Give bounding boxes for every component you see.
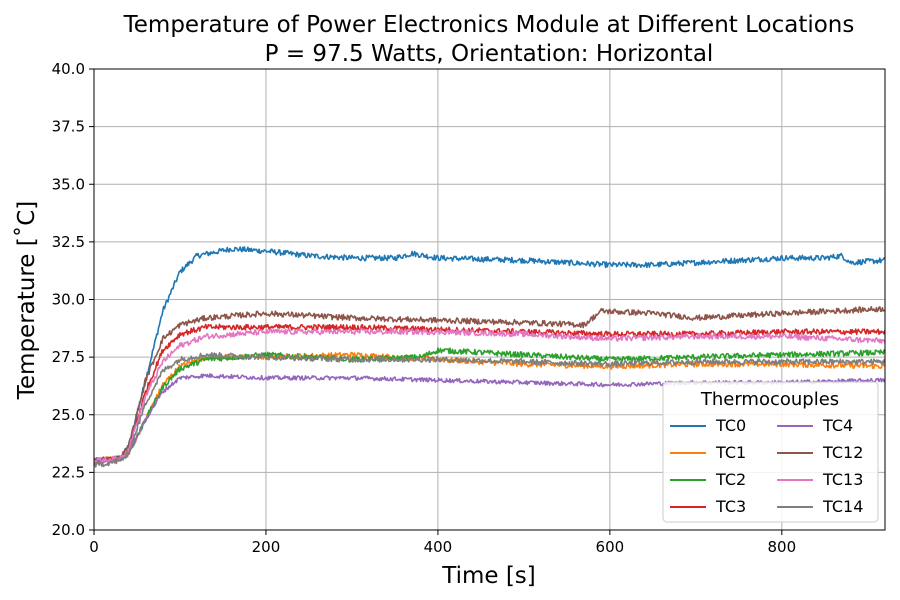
y-tick-label: 32.5: [52, 233, 85, 251]
plot-frame: [93, 68, 886, 531]
y-tick-label: 40.0: [52, 60, 85, 78]
x-tick-label: 200: [252, 538, 281, 556]
series-line-tc13: [94, 328, 885, 464]
y-tick-label: 30.0: [52, 291, 85, 309]
legend-title: Thermocouples: [700, 389, 839, 410]
x-tick-label: 800: [768, 538, 797, 556]
legend-entries: TC0 TC1 TC2 TC3 TC4 TC12 TC13 TC14: [670, 416, 863, 516]
legend-label-tc0: TC0: [715, 416, 746, 435]
chart-title-line2: P = 97.5 Watts, Orientation: Horizontal: [265, 41, 714, 67]
series-line-tc14: [94, 351, 885, 468]
y-tick-label: 27.5: [52, 348, 85, 366]
y-tick-label: 20.0: [52, 521, 85, 539]
tick-layer: 0 200 400 600 800 20.0 22.5 25.0 27.5 30.0 32.5 35.…: [52, 60, 797, 556]
legend-label-tc14: TC14: [822, 497, 863, 516]
y-tick-label: 37.5: [52, 118, 85, 136]
legend-label-tc4: TC4: [822, 416, 853, 435]
series-line-tc2: [94, 347, 885, 464]
x-axis-label: Time [s]: [441, 563, 536, 589]
x-tick-label: 400: [424, 538, 453, 556]
series-line-tc12: [94, 305, 885, 464]
y-tick-label: 25.0: [52, 406, 85, 424]
legend-label-tc13: TC13: [822, 470, 863, 489]
legend-label-tc1: TC1: [715, 443, 746, 462]
legend-label-tc2: TC2: [715, 470, 746, 489]
y-tick-label: 22.5: [52, 463, 85, 481]
legend: Thermocouples TC0 TC1 TC2 TC3 TC4 TC12 TC13 TC1…: [662, 381, 879, 523]
series-line-tc0: [94, 246, 885, 463]
legend-box: [662, 381, 879, 523]
legend-label-tc3: TC3: [715, 497, 746, 516]
legend-label-tc12: TC12: [822, 443, 863, 462]
x-tick-label: 600: [596, 538, 625, 556]
chart-title-line1: Temperature of Power Electronics Module …: [123, 12, 855, 38]
y-axis-label: Temperature [˚C]: [13, 201, 40, 401]
y-tick-label: 35.0: [52, 175, 85, 193]
x-tick-label: 0: [89, 538, 99, 556]
